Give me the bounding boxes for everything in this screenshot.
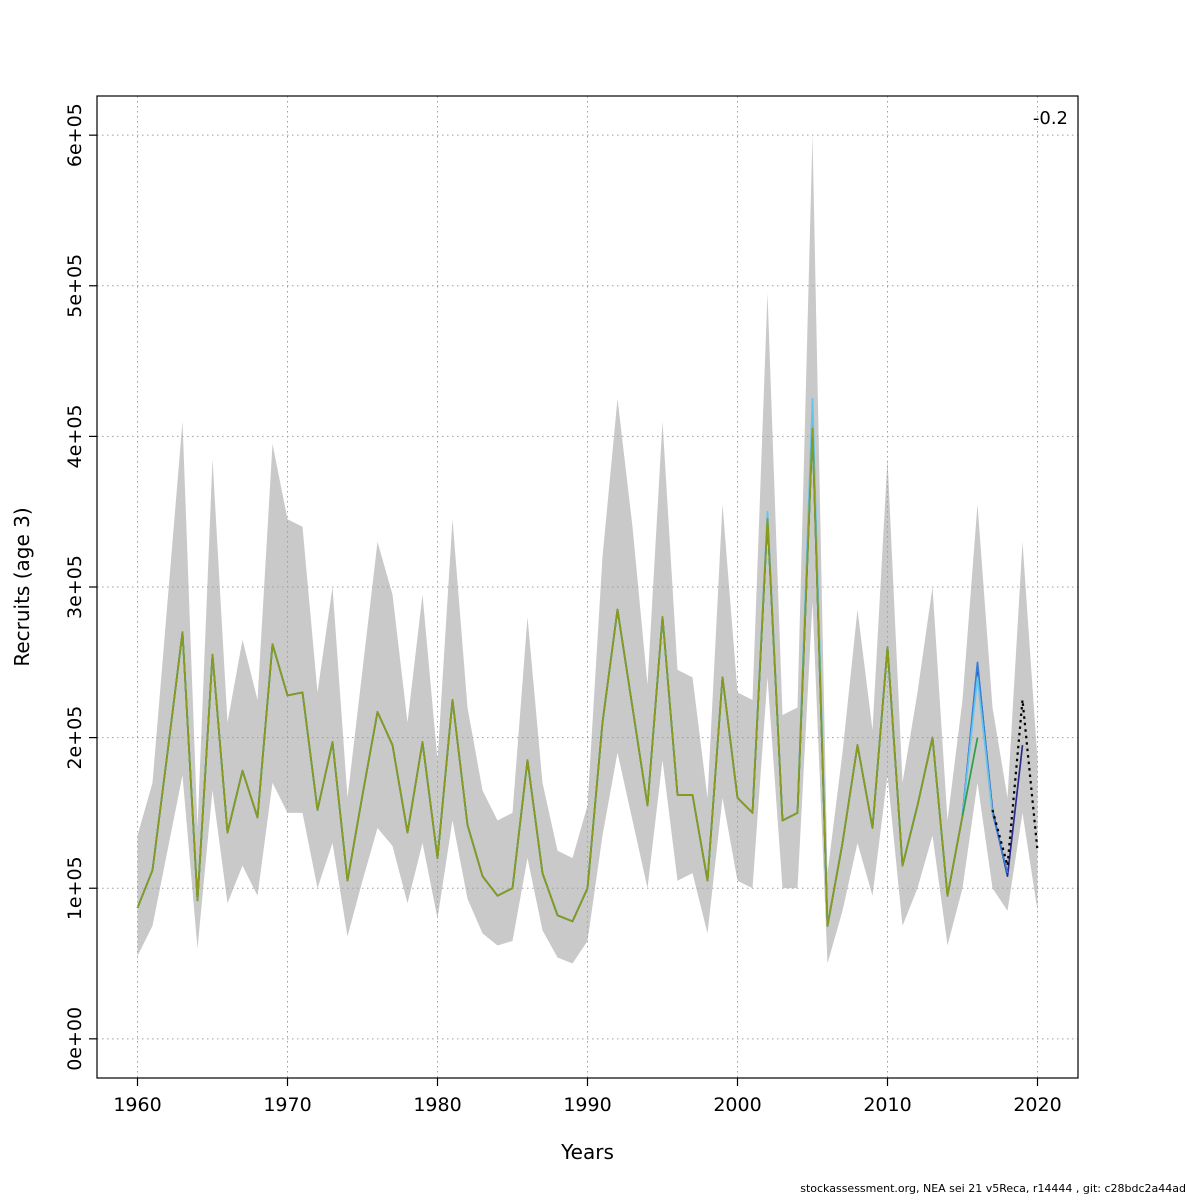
mohns-rho-annotation: -0.2 — [1032, 108, 1068, 129]
footer-attribution: stockassessment.org, NEA sei 21 v5Reca, … — [800, 1182, 1186, 1195]
y-tick-label: 0e+00 — [64, 1007, 86, 1071]
y-axis-title: Recruits (age 3) — [10, 507, 34, 667]
x-tick-label: 1980 — [413, 1094, 461, 1116]
y-tick-label: 4e+05 — [64, 404, 86, 468]
y-tick-label: 6e+05 — [64, 103, 86, 167]
x-tick-label: 2020 — [1013, 1094, 1061, 1116]
confidence-band — [137, 135, 1038, 964]
x-tick-label: 2010 — [863, 1094, 911, 1116]
x-tick-label: 1970 — [263, 1094, 311, 1116]
x-tick-label: 2000 — [713, 1094, 761, 1116]
x-tick-label: 1990 — [563, 1094, 611, 1116]
x-tick-label: 1960 — [113, 1094, 161, 1116]
y-tick-label: 5e+05 — [64, 254, 86, 318]
series-retro-peel-olive — [136, 428, 964, 927]
y-tick-label: 2e+05 — [64, 706, 86, 770]
y-tick-label: 3e+05 — [64, 555, 86, 619]
x-axis-title: Years — [561, 1140, 614, 1164]
y-tick-label: 1e+05 — [64, 856, 86, 920]
series-current-run-forecast — [991, 698, 1039, 867]
